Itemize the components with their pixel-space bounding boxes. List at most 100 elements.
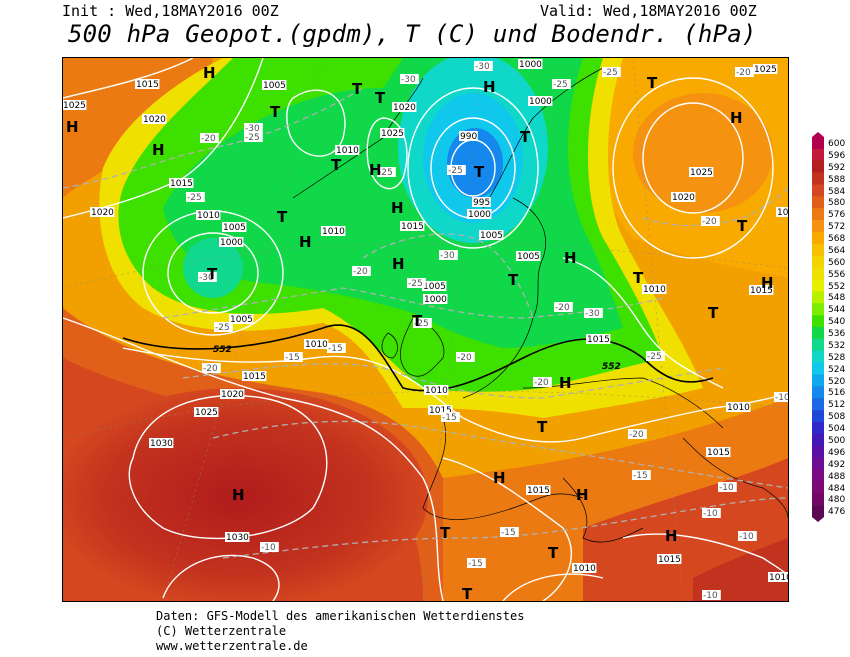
pressure-center-text: H (392, 255, 405, 273)
color-scale-label: 540 (828, 317, 846, 328)
valid-time: Valid: Wed,18MAY2016 00Z (540, 2, 757, 20)
pressure-center: H (369, 161, 382, 179)
temperature-label: -20 (200, 133, 219, 144)
pressure-center: T (520, 128, 531, 146)
color-scale-step (812, 327, 824, 340)
pressure-center-text: H (576, 486, 589, 504)
temperature-label-text: -15 (328, 344, 343, 354)
temperature-label-text: -25 (553, 80, 568, 90)
pressure-label: 1010 (768, 572, 788, 583)
temperature-label: -25 (646, 351, 665, 362)
color-scale-label: 560 (828, 257, 846, 268)
contour-552-label-text: 552 (602, 362, 621, 372)
pressure-center-text: H (483, 78, 496, 96)
pressure-center: T (708, 304, 719, 322)
warm-band-far-southeast (693, 538, 788, 601)
pressure-center: H (730, 109, 743, 127)
color-scale-label: 548 (828, 293, 846, 304)
temperature-label: -10 (738, 531, 757, 542)
temperature-label: -20 (352, 266, 371, 277)
color-scale-step (812, 398, 824, 411)
color-scale-step (812, 315, 824, 328)
pressure-label: 1005 (422, 281, 447, 292)
temperature-labels: -30-30-25 -20-25-30-25-20-25 -25-25-20-30-… (186, 61, 788, 601)
pressure-label-text: 1010 (305, 340, 328, 350)
pressure-label-text: 1000 (220, 238, 243, 248)
color-scale-bottom-arrow (812, 517, 824, 522)
color-scale-step (812, 184, 824, 197)
footer: Daten: GFS-Modell des amerikanischen Wet… (156, 609, 524, 654)
pressure-center-text: H (730, 109, 743, 127)
temperature-label-text: -20 (203, 364, 218, 374)
temperature-label: -25 (413, 318, 432, 329)
pressure-label: 1025 (689, 167, 714, 178)
color-scale-label: 596 (828, 150, 846, 161)
pressure-label: 1030 (225, 532, 250, 543)
color-scale-step (812, 172, 824, 185)
contour-552-label: 552 (602, 362, 621, 372)
pressure-label: 1005 (229, 314, 254, 325)
temperature-label: -25 (602, 67, 621, 78)
temperature-label-text: -10 (703, 509, 718, 519)
scandinavian-low-core (447, 128, 503, 198)
color-scale-label: 544 (828, 305, 846, 316)
pressure-label: 1020 (220, 389, 245, 400)
pressure-center-text: T (647, 74, 658, 92)
pressure-label-text: 1005 (223, 223, 246, 233)
temperature-label: -15 (467, 558, 486, 569)
pressure-label-text: 1015 (243, 372, 266, 382)
temperature-label-text: -30 (199, 273, 214, 283)
pressure-label: 1020 (142, 114, 167, 125)
temperature-label: -10 (718, 482, 737, 493)
pressure-center: H (493, 469, 506, 487)
pressure-label-text: 990 (460, 132, 477, 142)
pressure-label: 1000 (528, 96, 553, 107)
pressure-center: T (277, 208, 288, 226)
pressure-center-text: T (277, 208, 288, 226)
temperature-label: -15 (632, 470, 651, 481)
temperature-label-text: -25 (603, 68, 618, 78)
color-scale-step (812, 291, 824, 304)
pressure-center-text: T (412, 312, 423, 330)
pressure-label: 1005 (479, 230, 504, 241)
pressure-center-text: H (152, 141, 165, 159)
pressure-label: 1000 (423, 294, 448, 305)
pressure-label: 995 (472, 197, 491, 208)
temperature-label-text: -25 (414, 319, 429, 329)
pressure-center: H (203, 64, 216, 82)
color-scale-label: 568 (828, 234, 846, 245)
pressure-label-text: 1000 (468, 210, 491, 220)
pressure-center: T (737, 217, 748, 235)
temperature-label: -25 (377, 167, 396, 178)
color-scale-label: 520 (828, 376, 846, 387)
temperature-label-text: -20 (736, 68, 751, 78)
pressure-label: 1015 (749, 285, 774, 296)
pressure-center-text: H (564, 249, 577, 267)
temperature-label: -20 (735, 67, 754, 78)
color-scale-label: 484 (828, 483, 846, 494)
pressure-label-text: 995 (473, 198, 490, 208)
color-scale-label: 492 (828, 459, 846, 470)
color-scale-label: 500 (828, 436, 846, 446)
pressure-center: T (331, 156, 342, 174)
pressure-label: 1010 (335, 145, 360, 156)
temperature-label: -25 (214, 322, 233, 333)
pressure-label-text: 1020 (393, 103, 416, 113)
pressure-label: 1015 (400, 221, 425, 232)
pressure-center-text: H (761, 274, 774, 292)
pressure-center: T (462, 585, 473, 601)
color-scale-label: 600 (828, 139, 846, 149)
temperature-label-text: -15 (468, 559, 483, 569)
pressure-center: H (299, 233, 312, 251)
pressure-center-text: T (737, 217, 748, 235)
color-scale-step (812, 243, 824, 257)
temperature-label-text: -30 (401, 75, 416, 85)
color-scale-step (812, 362, 824, 375)
pressure-center-text: T (708, 304, 719, 322)
pressure-label-text: 1020 (221, 390, 244, 400)
pressure-label-text: 1025 (195, 408, 218, 418)
temperature-label: -30 (439, 250, 458, 261)
temperature-label-text: -20 (457, 353, 472, 363)
pressure-center: T (548, 544, 559, 562)
pressure-label: 1015 (169, 178, 194, 189)
